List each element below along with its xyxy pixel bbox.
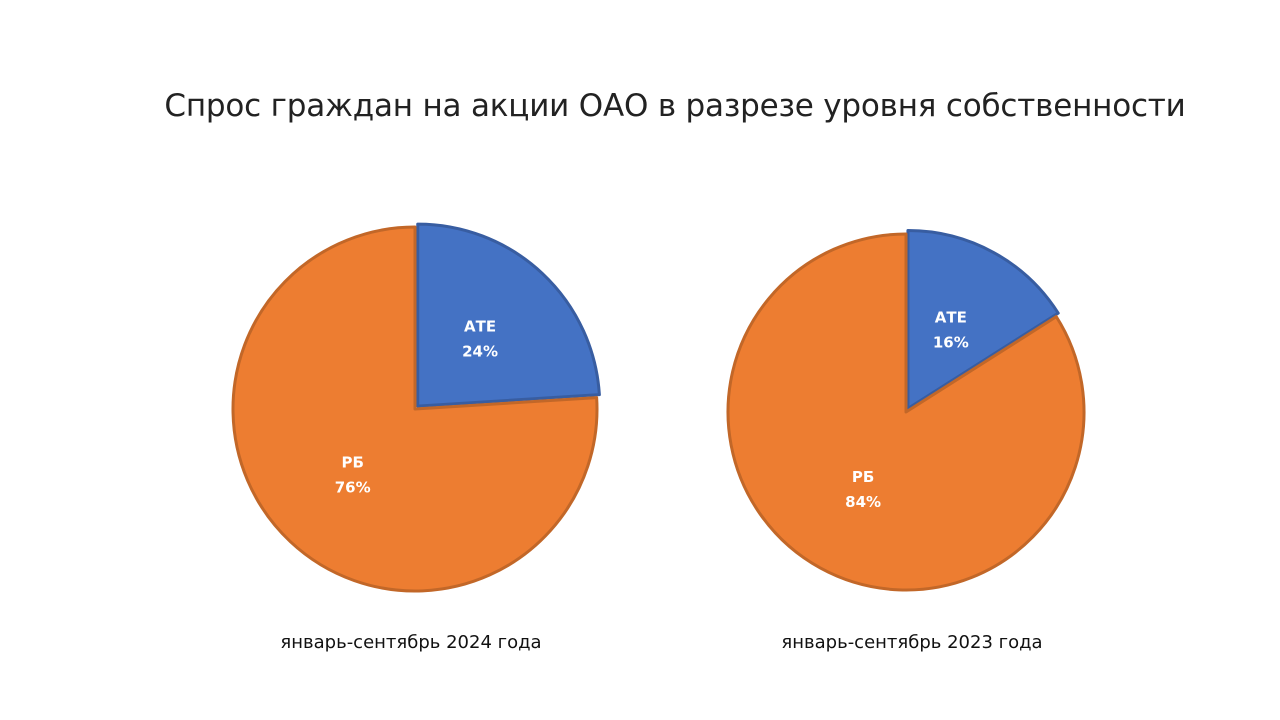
slice-name-label: РБ [852,468,874,486]
pie-slice-rb [726,232,1086,592]
pie-caption-2024: январь-сентябрь 2024 года [280,632,542,653]
slice-name-label: РБ [341,453,363,471]
pie-caption-2023: январь-сентябрь 2023 года [781,632,1043,653]
pie-slice-ate [416,222,601,408]
slice-percent-label: 84% [845,493,881,511]
slice-percent-label: 76% [335,478,371,496]
slice-percent-label: 24% [462,343,498,361]
slice-name-label: АТЕ [935,309,967,327]
pie-chart-2023: АТЕ 16% РБ 84% [726,228,1086,592]
pie-slice-ate [906,228,1060,410]
chart-title: Спрос граждан на акции ОАО в разрезе уро… [164,88,1186,124]
pie-slice-rb [231,225,599,593]
slice-name-label: АТЕ [464,318,496,336]
pie-chart-2024: АТЕ 24% РБ 76% [231,222,601,593]
slice-percent-label: 16% [933,334,969,352]
